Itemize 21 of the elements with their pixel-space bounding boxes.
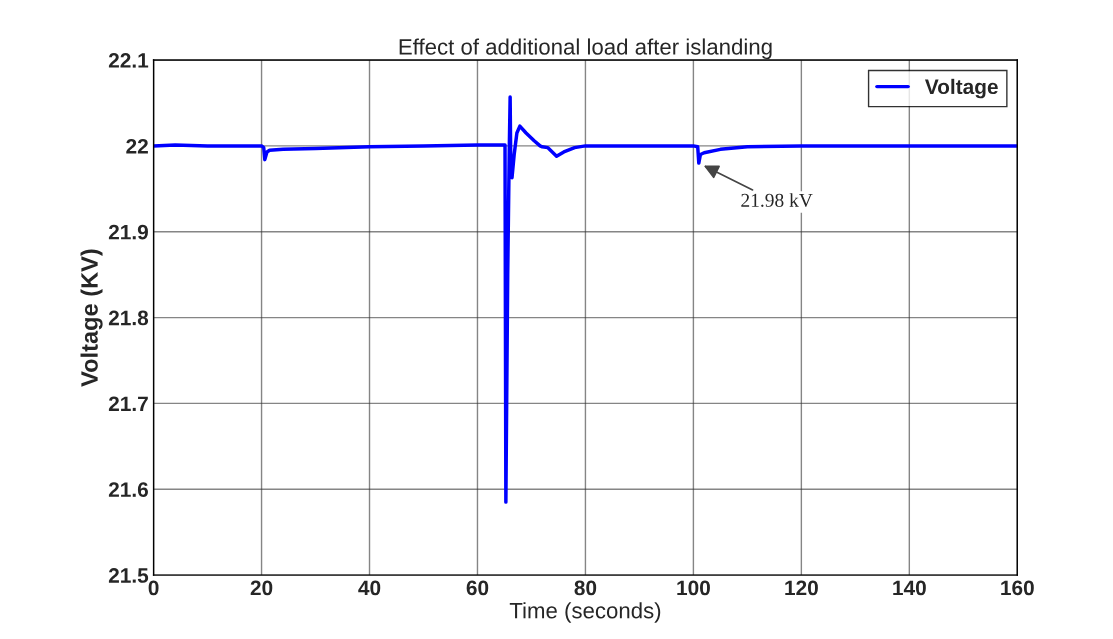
chart-title: Effect of additional load after islanding: [399, 38, 772, 60]
x-tick-label: 160: [1001, 580, 1034, 596]
x-tick-label: 60: [466, 580, 489, 596]
x-tick-label: 40: [358, 580, 381, 596]
y-tick-label: 21.5: [108, 568, 149, 583]
y-axis-title: Voltage (KV): [80, 249, 103, 387]
x-tick-label: 100: [677, 580, 710, 596]
y-tick-label: 21.9: [108, 224, 148, 240]
y-tick-label: 21.8: [108, 310, 149, 326]
x-axis-title: Time (seconds): [509, 602, 661, 623]
y-tick-label: 22: [126, 138, 148, 154]
x-tick-label: 140: [893, 580, 926, 596]
y-tick-label: 21.6: [108, 482, 148, 498]
x-tick-label: 120: [785, 580, 818, 596]
y-tick-label: 22.1: [108, 53, 149, 68]
x-tick-label: 80: [574, 580, 597, 596]
x-tick-label: 0: [148, 580, 159, 596]
annotation: 21.98 kV: [741, 193, 813, 207]
y-tick-label: 21.7: [108, 396, 148, 411]
legend-label: Voltage: [924, 78, 998, 99]
x-tick-label: 20: [250, 580, 273, 596]
